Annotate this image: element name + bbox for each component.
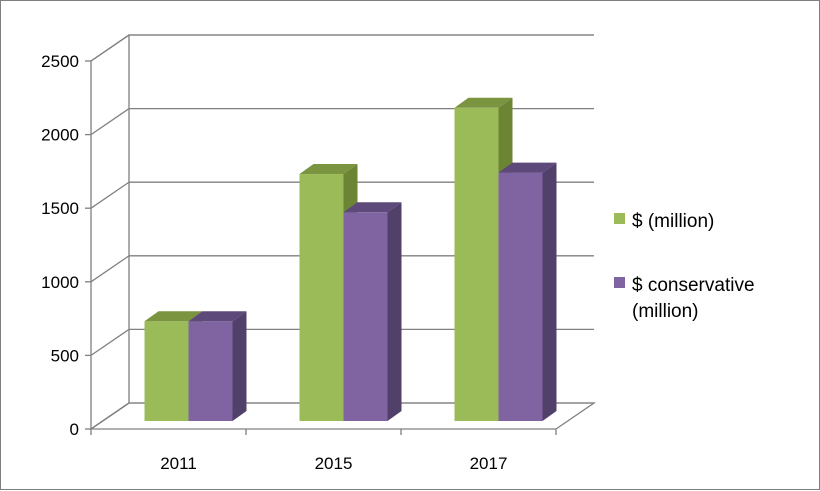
legend-label-line: $ conservative (632, 275, 755, 296)
bar-top (144, 311, 203, 322)
bar-top (454, 97, 513, 108)
y-tick-label-0: 0 (70, 420, 79, 439)
axes (88, 61, 597, 435)
bar-side (387, 202, 402, 421)
y-tick-label-1000: 1000 (41, 273, 79, 292)
x-tick-label-2011: 2011 (160, 454, 197, 473)
legend-swatch-1 (614, 277, 625, 288)
gridline-side-1500 (90, 181, 130, 209)
x-tick-label-2017: 2017 (470, 454, 508, 473)
legend-label-line: (million) (632, 301, 699, 322)
gridline-side-1000 (90, 255, 130, 283)
legend-label-line: $ (million) (632, 211, 714, 232)
x-tick-label-2015: 2015 (315, 454, 353, 473)
bar--conservative-million--2011 (188, 311, 247, 421)
gridline-side-2000 (90, 108, 130, 136)
bar-front (343, 212, 388, 421)
bar-side (542, 162, 557, 421)
bar--million--2011 (144, 311, 203, 421)
y-tick-labels: 0 500 1000 1500 2000 2500 (41, 52, 79, 439)
gridline-side-500 (90, 328, 130, 356)
y-tick-label-2000: 2000 (41, 126, 79, 145)
bar-side (232, 311, 247, 421)
bars (144, 97, 557, 422)
bar-top (188, 311, 247, 322)
bar-front (498, 172, 543, 421)
gridline-side-2500 (90, 34, 130, 62)
bar-top (498, 162, 557, 173)
legend-swatch-0 (614, 213, 625, 224)
y-tick-label-500: 500 (51, 346, 79, 365)
bar-front (188, 321, 233, 421)
bar-front (454, 107, 499, 422)
bar-top (343, 202, 402, 213)
bar-top (299, 164, 358, 175)
legend: $ (million) $ conservative (million) (614, 211, 755, 322)
legend-label-1: $ conservative (million) (632, 275, 755, 322)
bar-front (299, 174, 344, 421)
bar--conservative-million--2015 (343, 202, 402, 421)
legend-label-0: $ (million) (632, 211, 714, 232)
y-tick-label-2500: 2500 (41, 52, 79, 71)
bar--conservative-million--2017 (498, 162, 557, 421)
y-tick-label-1500: 1500 (41, 199, 79, 218)
bar-front (144, 321, 189, 421)
x-tick-labels: 2011 2015 2017 (160, 454, 507, 473)
